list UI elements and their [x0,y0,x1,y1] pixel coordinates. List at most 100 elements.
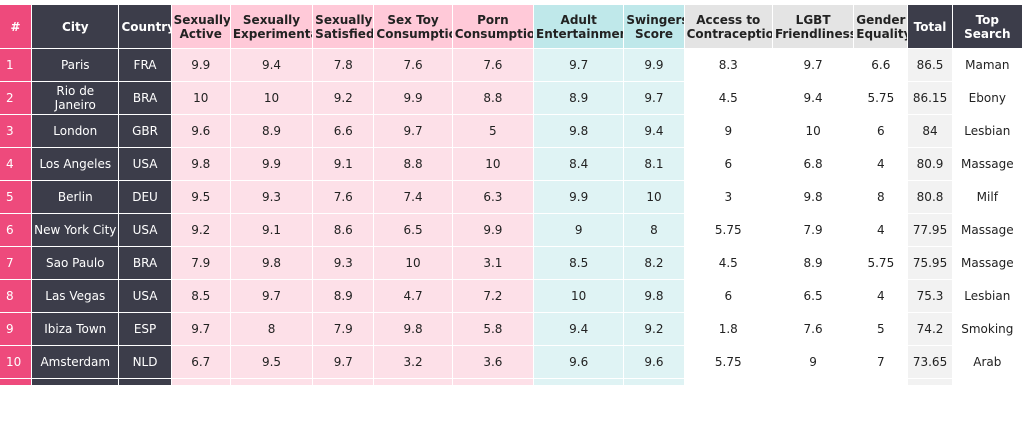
adult-entertainment-cell: 9.8 [534,115,624,147]
header-lgbt-friendliness[interactable]: LGBT Friendliness [772,5,854,48]
total-cell: 75.3 [908,280,952,312]
gender-equality-cell [854,379,908,385]
sex-toy-consumption-cell: 6.5 [374,214,452,246]
sexually-active-cell: 10 [171,82,230,114]
table-row: 10 Amsterdam NLD 6.7 9.5 9.7 3.2 3.6 9.6 9.6 5.75 9… [0,346,1022,378]
sexually-experimental-cell [230,379,313,385]
header-top-search[interactable]: Top Search [952,5,1022,48]
rank-cell: 7 [0,247,32,279]
sexually-active-cell [171,379,230,385]
sexually-active-cell: 9.7 [171,313,230,345]
lgbt-friendliness-cell: 10 [772,115,854,147]
access-to-contraception-cell: 1.8 [684,313,772,345]
total-cell: 86.5 [908,49,952,81]
swingers-score-cell: 8.1 [624,148,684,180]
top-search-cell: Lesbian [952,280,1022,312]
sexually-active-cell: 7.9 [171,247,230,279]
access-to-contraception-cell: 5.75 [684,346,772,378]
access-to-contraception-cell: 6 [684,280,772,312]
access-to-contraception-cell: 4.5 [684,247,772,279]
sexually-experimental-cell: 9.1 [230,214,313,246]
access-to-contraception-cell: 6 [684,148,772,180]
header-country[interactable]: Country [119,5,171,48]
header-city[interactable]: City [32,5,119,48]
porn-consumption-cell: 7.6 [452,49,534,81]
access-to-contraception-cell: 3 [684,181,772,213]
header-adult-entertainment[interactable]: Adult Entertainment [534,5,624,48]
sexually-satisfied-cell: 8.6 [313,214,374,246]
rank-cell: 1 [0,49,32,81]
sexually-active-cell: 6.7 [171,346,230,378]
table-row: 8 Las Vegas USA 8.5 9.7 8.9 4.7 7.2 10 9.8 6 6.5 4 75… [0,280,1022,312]
city-cell: Paris [32,49,119,81]
sexually-experimental-cell: 8.9 [230,115,313,147]
top-search-cell: Massage [952,214,1022,246]
total-cell: 74.2 [908,313,952,345]
swingers-score-cell: 8.2 [624,247,684,279]
gender-equality-cell: 5.75 [854,82,908,114]
sexually-satisfied-cell: 9.3 [313,247,374,279]
header-total[interactable]: Total [908,5,952,48]
table-row: 2 Rio de Janeiro BRA 10 10 9.2 9.9 8.8 8.9 9.7 4.5… [0,82,1022,114]
ranking-table: # City Country Sexually Active Sexually … [0,4,1023,386]
rank-cell: 6 [0,214,32,246]
adult-entertainment-cell: 9.4 [534,313,624,345]
sexually-satisfied-cell [313,379,374,385]
gender-equality-cell: 6.6 [854,49,908,81]
top-search-cell: Lesbian [952,115,1022,147]
swingers-score-cell: 10 [624,181,684,213]
header-access-to-contraception[interactable]: Access to Contraception [684,5,772,48]
header-row: # City Country Sexually Active Sexually … [0,5,1022,48]
sexually-satisfied-cell: 7.6 [313,181,374,213]
porn-consumption-cell: 3.6 [452,346,534,378]
header-swingers-score[interactable]: Swingers Score [624,5,684,48]
header-porn-consumption[interactable]: Porn Consumption [452,5,534,48]
city-cell: Berlin [32,181,119,213]
swingers-score-cell: 8 [624,214,684,246]
top-search-cell: Ebony [952,82,1022,114]
header-gender-equality[interactable]: Gender Equality [854,5,908,48]
sexually-experimental-cell: 10 [230,82,313,114]
country-cell [119,379,171,385]
porn-consumption-cell: 5.8 [452,313,534,345]
table-row: 1 Paris FRA 9.9 9.4 7.8 7.6 7.6 9.7 9.9 8.3 9.7 6.6 8… [0,49,1022,81]
country-cell: USA [119,280,171,312]
header-sexually-satisfied[interactable]: Sexually Satisfied [313,5,374,48]
sex-toy-consumption-cell: 9.7 [374,115,452,147]
total-cell: 80.9 [908,148,952,180]
porn-consumption-cell [452,379,534,385]
porn-consumption-cell: 8.8 [452,82,534,114]
sexually-active-cell: 9.8 [171,148,230,180]
header-sex-toy-consumption[interactable]: Sex Toy Consumption [374,5,452,48]
top-search-cell: Milf [952,181,1022,213]
table-row: 9 Ibiza Town ESP 9.7 8 7.9 9.8 5.8 9.4 9.2 1.8 7.6 5… [0,313,1022,345]
access-to-contraception-cell: 5.75 [684,214,772,246]
sexually-satisfied-cell: 9.1 [313,148,374,180]
porn-consumption-cell: 5 [452,115,534,147]
top-search-cell [952,379,1022,385]
country-cell: GBR [119,115,171,147]
header-sexually-active[interactable]: Sexually Active [171,5,230,48]
adult-entertainment-cell: 9.6 [534,346,624,378]
rank-cell: 5 [0,181,32,213]
sexually-experimental-cell: 9.7 [230,280,313,312]
total-cell: 73.65 [908,346,952,378]
gender-equality-cell: 6 [854,115,908,147]
country-cell: DEU [119,181,171,213]
gender-equality-cell: 5 [854,313,908,345]
table-row: 6 New York City USA 9.2 9.1 8.6 6.5 9.9 9 8 5.75 7.… [0,214,1022,246]
country-cell: BRA [119,82,171,114]
sexually-active-cell: 9.2 [171,214,230,246]
rank-cell: 3 [0,115,32,147]
gender-equality-cell: 8 [854,181,908,213]
adult-entertainment-cell: 9.7 [534,49,624,81]
lgbt-friendliness-cell: 6.5 [772,280,854,312]
porn-consumption-cell: 3.1 [452,247,534,279]
table-row: 7 Sao Paulo BRA 7.9 9.8 9.3 10 3.1 8.5 8.2 4.5 8.9 5… [0,247,1022,279]
header-sexually-experimental[interactable]: Sexually Experimental [230,5,313,48]
access-to-contraception-cell: 9 [684,115,772,147]
sex-toy-consumption-cell: 7.4 [374,181,452,213]
sexually-experimental-cell: 9.3 [230,181,313,213]
sexually-active-cell: 9.6 [171,115,230,147]
header-rank[interactable]: # [0,5,32,48]
